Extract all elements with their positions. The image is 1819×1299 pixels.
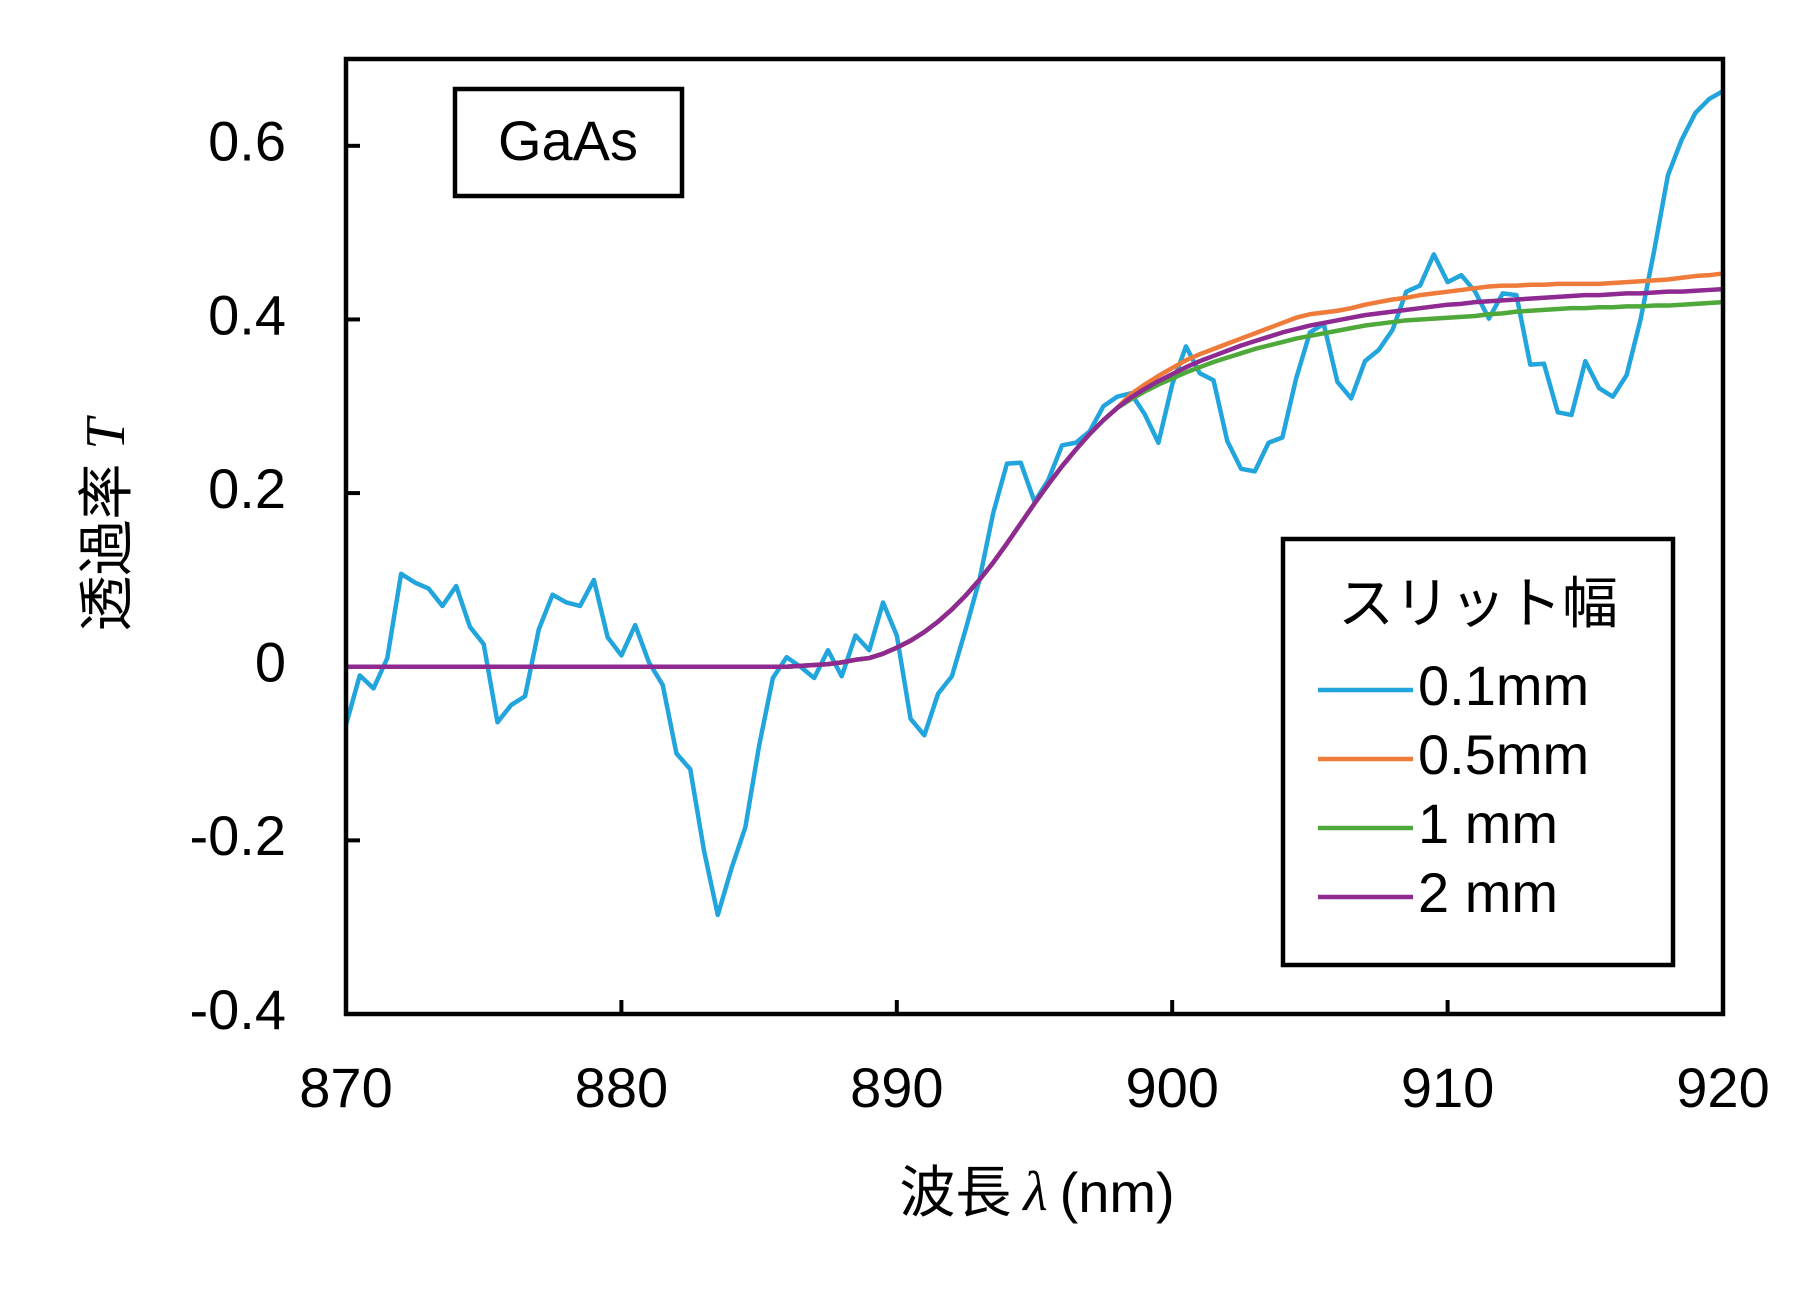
x-label-unit: (nm) xyxy=(1060,1161,1175,1224)
x-tick-label: 900 xyxy=(1125,1056,1218,1119)
x-tick-label: 880 xyxy=(575,1056,668,1119)
y-tick-label: 0 xyxy=(255,631,286,694)
x-label-symbol: λ xyxy=(1021,1161,1047,1223)
plot-area xyxy=(343,56,1726,1017)
x-tick-label: 870 xyxy=(299,1056,392,1119)
y-tick-label: 0.4 xyxy=(208,283,286,346)
legend-label: 1 mm xyxy=(1418,792,1558,855)
series-line xyxy=(346,286,1724,669)
y-axis-label: 透過率 T xyxy=(75,415,140,632)
annotation: GaAs xyxy=(498,109,638,172)
y-label-text: 透過率 xyxy=(75,464,140,632)
legend-label: 2 mm xyxy=(1418,861,1558,924)
y-tick-label: 0.6 xyxy=(208,110,286,173)
annotation-box xyxy=(452,86,685,199)
x-axis-label: 波長 λ (nm) xyxy=(899,1161,1174,1226)
y-label-symbol: T xyxy=(75,415,137,450)
x-tick-label: 910 xyxy=(1401,1056,1494,1119)
y-tick-label: -0.2 xyxy=(190,804,287,867)
plot-frame xyxy=(343,56,1726,1017)
legend-label: 0.1mm xyxy=(1418,654,1589,717)
x-tick-label: 920 xyxy=(1676,1056,1769,1119)
y-tick-label: 0.2 xyxy=(208,457,286,520)
x-label-text: 波長 xyxy=(899,1161,1011,1226)
y-tick-label: -0.4 xyxy=(190,978,287,1041)
legend-title: スリット幅 xyxy=(1338,572,1618,637)
x-tick-label: 890 xyxy=(850,1056,943,1119)
legend-box xyxy=(1280,536,1676,968)
legend-label: 0.5mm xyxy=(1418,723,1589,786)
